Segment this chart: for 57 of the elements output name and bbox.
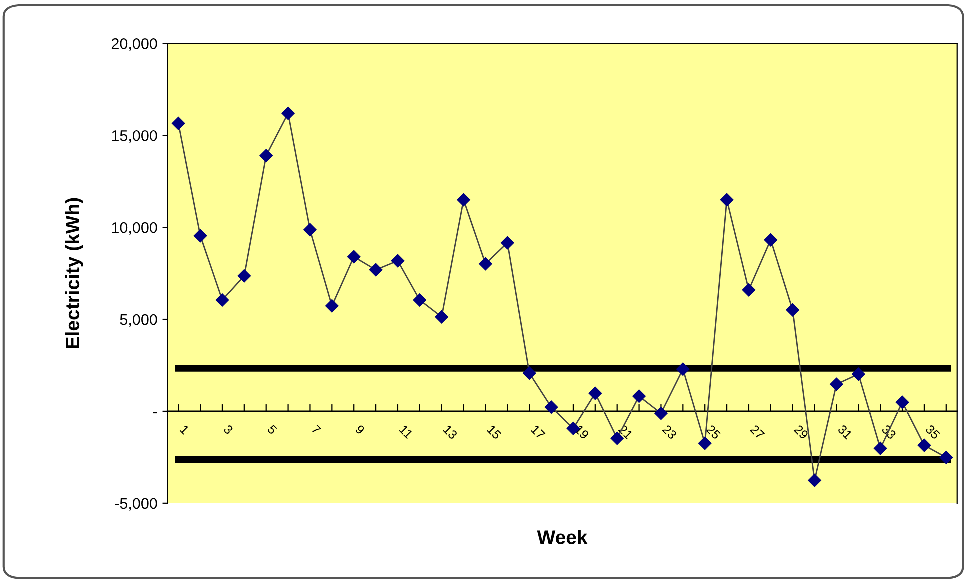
point [435,310,448,324]
point [720,193,734,207]
x-tick-label: 11 [399,424,414,440]
point [544,400,558,414]
point [501,236,514,250]
y-tick-label: 10,000 [112,222,158,236]
x-tick-label: 1 [180,424,190,435]
point [369,263,383,277]
point [348,250,361,264]
x-tick-label: 29 [794,424,810,440]
x-tick-label: 9 [355,424,366,435]
x-tick-label: 17 [530,424,546,440]
point [852,368,866,381]
point [304,223,317,237]
point [874,442,888,456]
x-tick-label: 19 [574,424,590,440]
x-tick-label: 27 [750,424,766,440]
point [588,386,602,400]
point [808,474,822,488]
point [260,149,273,162]
point [742,284,756,297]
point [523,366,536,380]
point [654,406,668,420]
x-tick-label: 15 [486,424,502,440]
x-tick-label: 31 [838,424,853,440]
point [479,257,492,271]
point [216,294,230,307]
y-tick-label: - [154,412,158,414]
point [764,233,778,247]
x-tick-label: 35 [925,424,941,440]
point [172,117,186,130]
point [786,304,800,317]
point [830,378,844,392]
x-tick-label: 13 [443,424,458,440]
y-tick-label: 5,000 [120,314,158,328]
point [457,193,470,207]
point [676,362,690,376]
point [238,270,252,283]
x-tick-label: 25 [706,424,722,440]
point [391,254,405,268]
x-axis-title: Week [537,530,588,544]
point [918,438,932,452]
y-tick-label: -5,000 [115,498,158,511]
y-tick-label: 15,000 [112,130,158,144]
x-tick-label: 3 [223,424,234,435]
y-tick-label: 20,000 [112,38,158,52]
point [326,300,339,313]
point [194,229,208,243]
point [413,294,426,307]
point [632,390,646,403]
x-tick-label: 5 [267,424,278,436]
x-tick-label: 23 [662,424,678,440]
point [940,451,953,464]
x-tick-label: 7 [311,424,322,435]
y-axis-title: Electricity (kWh) [65,198,84,348]
point [282,106,295,120]
point [896,396,910,410]
